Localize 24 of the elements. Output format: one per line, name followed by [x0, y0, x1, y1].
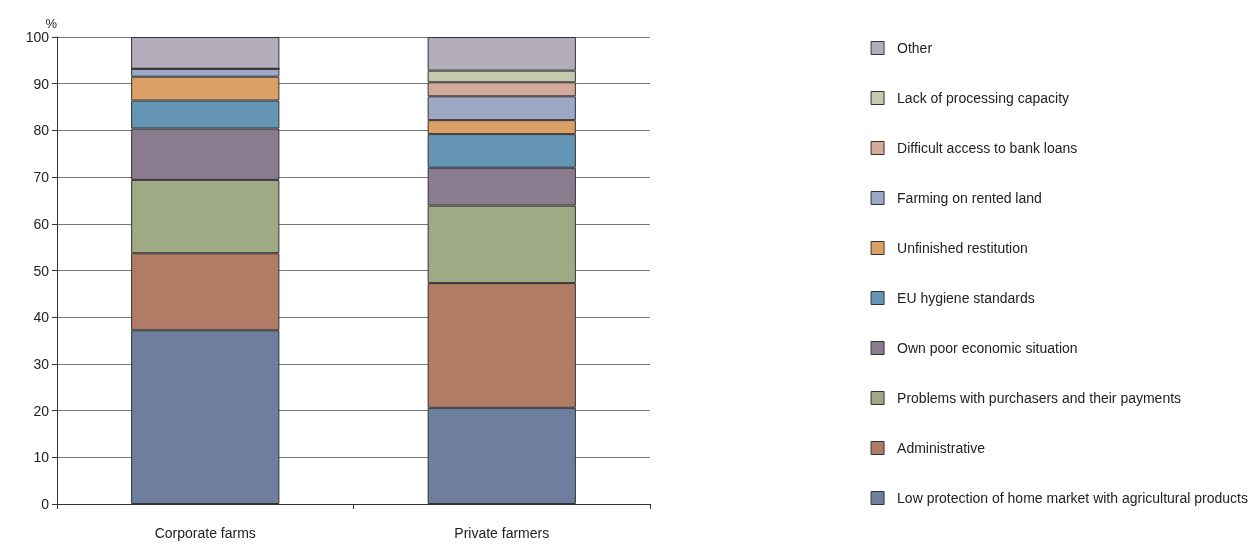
y-tick-label: 100 [25, 29, 50, 45]
y-tick-label: 70 [33, 169, 50, 186]
x-tick-label: Corporate farms [154, 525, 256, 541]
y-tick-label: 50 [33, 262, 50, 279]
y-tick-label: 30 [33, 355, 50, 372]
legend-label: Administrative [897, 440, 986, 456]
y-tick-label: 10 [33, 449, 50, 466]
legend-label: Farming on rented land [897, 190, 1042, 206]
y-tick-label: 60 [33, 215, 50, 232]
y-tick-label: 80 [33, 122, 50, 139]
legend-label: Difficult access to bank loans [897, 140, 1078, 156]
legend-label: Low protection of home market with agricultural products [897, 490, 1249, 506]
x-tick-label: Private farmers [454, 525, 550, 541]
legend-label: Unfinished restitution [897, 240, 1028, 256]
legend-label: Other [897, 40, 933, 56]
y-tick-label: 90 [33, 75, 50, 92]
y-tick-label: 20 [33, 402, 50, 419]
y-tick-label: 40 [33, 309, 50, 326]
y-axis-title: % [45, 16, 58, 32]
legend-label: EU hygiene standards [897, 290, 1035, 306]
legend-label: Lack of processing capacity [897, 90, 1070, 106]
legend-label: Problems with purchasers and their payments [897, 390, 1182, 406]
legend-label: Own poor economic situation [897, 340, 1078, 356]
y-tick-label: 0 [41, 496, 50, 512]
